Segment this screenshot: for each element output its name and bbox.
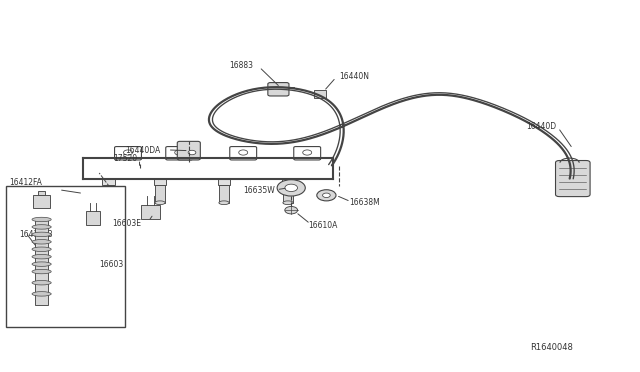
Bar <box>102 178 115 185</box>
Ellipse shape <box>32 247 51 251</box>
Text: 16412FA: 16412FA <box>9 178 42 187</box>
Text: 16638M: 16638M <box>349 198 380 207</box>
Circle shape <box>285 184 298 192</box>
FancyBboxPatch shape <box>556 161 590 196</box>
Bar <box>33 195 50 208</box>
Ellipse shape <box>32 262 51 266</box>
Text: 16610A: 16610A <box>308 221 338 230</box>
Ellipse shape <box>32 254 51 259</box>
Bar <box>219 185 229 203</box>
Bar <box>154 178 166 185</box>
Bar <box>155 185 165 203</box>
Bar <box>283 185 293 203</box>
Bar <box>218 178 230 185</box>
Ellipse shape <box>104 201 114 205</box>
Bar <box>6 186 125 327</box>
Text: 16883: 16883 <box>229 61 253 70</box>
Circle shape <box>285 206 298 214</box>
Ellipse shape <box>155 201 165 205</box>
Ellipse shape <box>32 269 51 274</box>
Ellipse shape <box>32 280 51 285</box>
FancyBboxPatch shape <box>268 83 289 96</box>
Bar <box>282 178 294 185</box>
Bar <box>141 205 160 219</box>
Bar <box>86 211 100 225</box>
Ellipse shape <box>32 232 51 237</box>
FancyBboxPatch shape <box>177 141 200 160</box>
Text: R1640048: R1640048 <box>530 343 573 352</box>
Text: 16603E: 16603E <box>112 219 141 228</box>
Text: 16412FB: 16412FB <box>19 230 52 239</box>
Bar <box>38 191 45 195</box>
Text: 16440N: 16440N <box>339 72 369 81</box>
Ellipse shape <box>219 201 229 205</box>
Ellipse shape <box>283 201 293 205</box>
Text: 16603: 16603 <box>99 260 124 269</box>
Text: 16635W: 16635W <box>243 186 275 195</box>
Bar <box>35 219 48 305</box>
Ellipse shape <box>32 292 51 296</box>
Ellipse shape <box>32 217 51 222</box>
Ellipse shape <box>32 240 51 244</box>
Ellipse shape <box>32 225 51 229</box>
Circle shape <box>277 180 305 196</box>
Text: 17520: 17520 <box>113 154 138 163</box>
Text: 16440DA: 16440DA <box>125 146 160 155</box>
Circle shape <box>317 190 336 201</box>
Circle shape <box>323 193 330 198</box>
Circle shape <box>188 150 196 155</box>
Bar <box>314 90 326 98</box>
Bar <box>104 185 114 203</box>
Text: 16440D: 16440D <box>527 122 557 131</box>
